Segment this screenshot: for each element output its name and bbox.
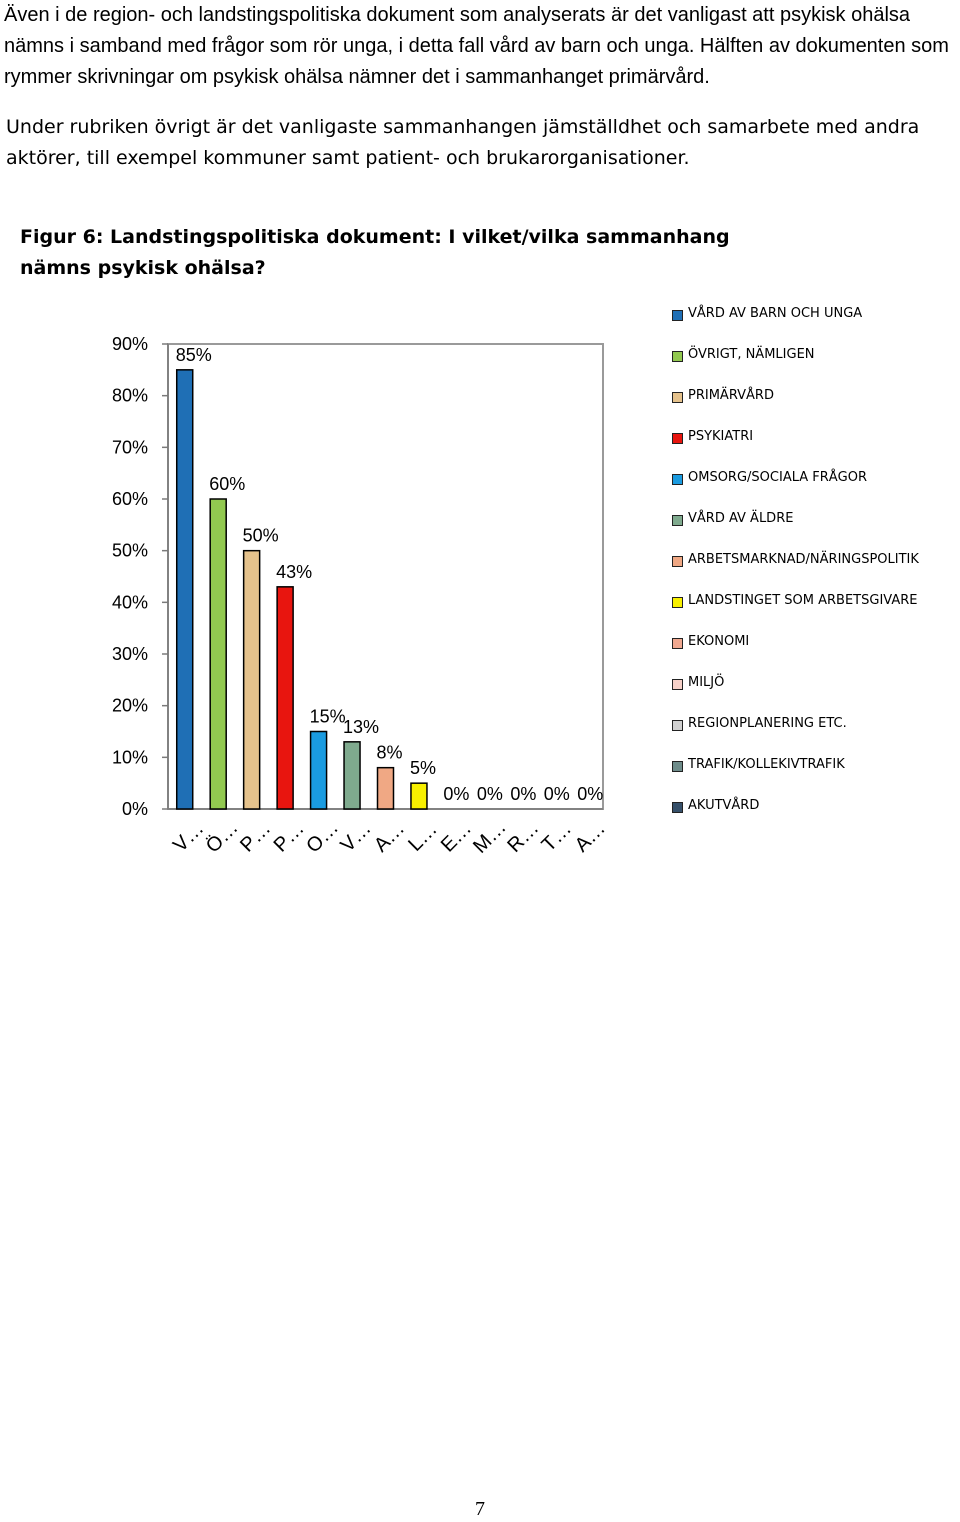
category-label: Ö… <box>202 817 243 858</box>
legend-swatch <box>672 761 683 772</box>
category-label: R… <box>503 817 543 857</box>
bar <box>242 549 261 810</box>
legend-swatch <box>672 351 683 362</box>
y-tick-label: 50% <box>112 541 148 561</box>
y-tick-label: 20% <box>112 696 148 716</box>
legend-swatch <box>672 433 683 444</box>
category-label: P… <box>270 817 309 856</box>
data-label: 15% <box>310 707 346 727</box>
bar <box>343 741 361 810</box>
category-label: T… <box>538 818 576 856</box>
legend-swatch <box>672 392 683 403</box>
legend-label: PSYKIATRI <box>688 429 754 444</box>
data-label: 5% <box>410 758 436 778</box>
y-tick-label: 40% <box>112 592 148 612</box>
y-tick-label: 10% <box>112 747 148 767</box>
legend-label: AKUTVÅRD <box>688 798 760 813</box>
page-number: 7 <box>475 1498 485 1520</box>
category-label: P… <box>236 817 275 856</box>
data-label: 85% <box>176 345 212 365</box>
legend-swatch <box>672 720 683 731</box>
intro-paragraph: Även i de region- och landstingspolitisk… <box>4 4 949 88</box>
legend-swatch <box>672 679 683 690</box>
data-label: 0% <box>510 784 536 804</box>
data-label: 0% <box>443 784 469 804</box>
y-tick-label: 60% <box>112 489 148 509</box>
legend-swatch <box>672 515 683 526</box>
figure-caption: Figur 6: Landstingspolitiska dokument: I… <box>20 226 730 279</box>
bar <box>410 782 428 810</box>
legend-label: VÅRD AV BARN OCH UNGA <box>688 306 863 321</box>
category-label: M… <box>469 816 510 857</box>
legend-swatch <box>672 310 683 321</box>
category-label: V… <box>169 817 208 856</box>
legend-label: REGIONPLANERING ETC. <box>688 716 847 731</box>
legend-label: MILJÖ <box>688 675 725 690</box>
legend-swatch <box>672 474 683 485</box>
bar <box>175 369 194 810</box>
legend-swatch <box>672 556 683 567</box>
bar <box>309 730 328 810</box>
data-label: 8% <box>377 743 403 763</box>
legend-label: TRAFIK/KOLLEKIVTRAFIK <box>688 757 845 772</box>
data-label: 0% <box>477 784 503 804</box>
category-label: A… <box>571 817 610 856</box>
data-label: 13% <box>343 717 379 737</box>
legend-label: LANDSTINGET SOM ARBETSGIVARE <box>688 593 918 608</box>
context-paragraph: Under rubriken övrigt är det vanligaste … <box>6 116 920 169</box>
data-label: 60% <box>209 474 245 494</box>
category-label: A… <box>370 817 409 856</box>
plot-area-frame <box>167 343 604 810</box>
legend-label: VÅRD AV ÄLDRE <box>688 511 794 526</box>
category-label: O… <box>302 817 343 858</box>
data-label: 43% <box>276 562 312 582</box>
legend-label: OMSORG/SOCIALA FRÅGOR <box>688 470 868 485</box>
legend-swatch <box>672 597 683 608</box>
category-label: V… <box>336 817 375 856</box>
data-label: 0% <box>544 784 570 804</box>
bar <box>276 586 294 810</box>
y-tick-label: 30% <box>112 644 148 664</box>
legend-swatch <box>672 802 683 813</box>
legend-label: ARBETSMARKNAD/NÄRINGSPOLITIK <box>688 552 919 567</box>
y-tick-label: 0% <box>122 799 148 819</box>
legend-label: EKONOMI <box>688 634 750 649</box>
y-tick-label: 80% <box>112 386 148 406</box>
category-label: L… <box>404 818 442 856</box>
data-label: 50% <box>243 526 279 546</box>
bar-chart: 0% 10% 20% 30% 40% 50% 60% 70% 80% 90% 85% V… 60% Ö… 5… <box>112 334 610 858</box>
y-tick-label: 90% <box>112 334 148 354</box>
category-label: E… <box>437 817 476 856</box>
data-label: 0% <box>577 784 603 804</box>
legend-label: ÖVRIGT, NÄMLIGEN <box>688 347 815 362</box>
legend-label: PRIMÄRVÅRD <box>688 388 774 403</box>
bar <box>209 498 227 810</box>
y-tick-label: 70% <box>112 437 148 457</box>
bar <box>376 766 395 810</box>
legend-swatch <box>672 638 683 649</box>
